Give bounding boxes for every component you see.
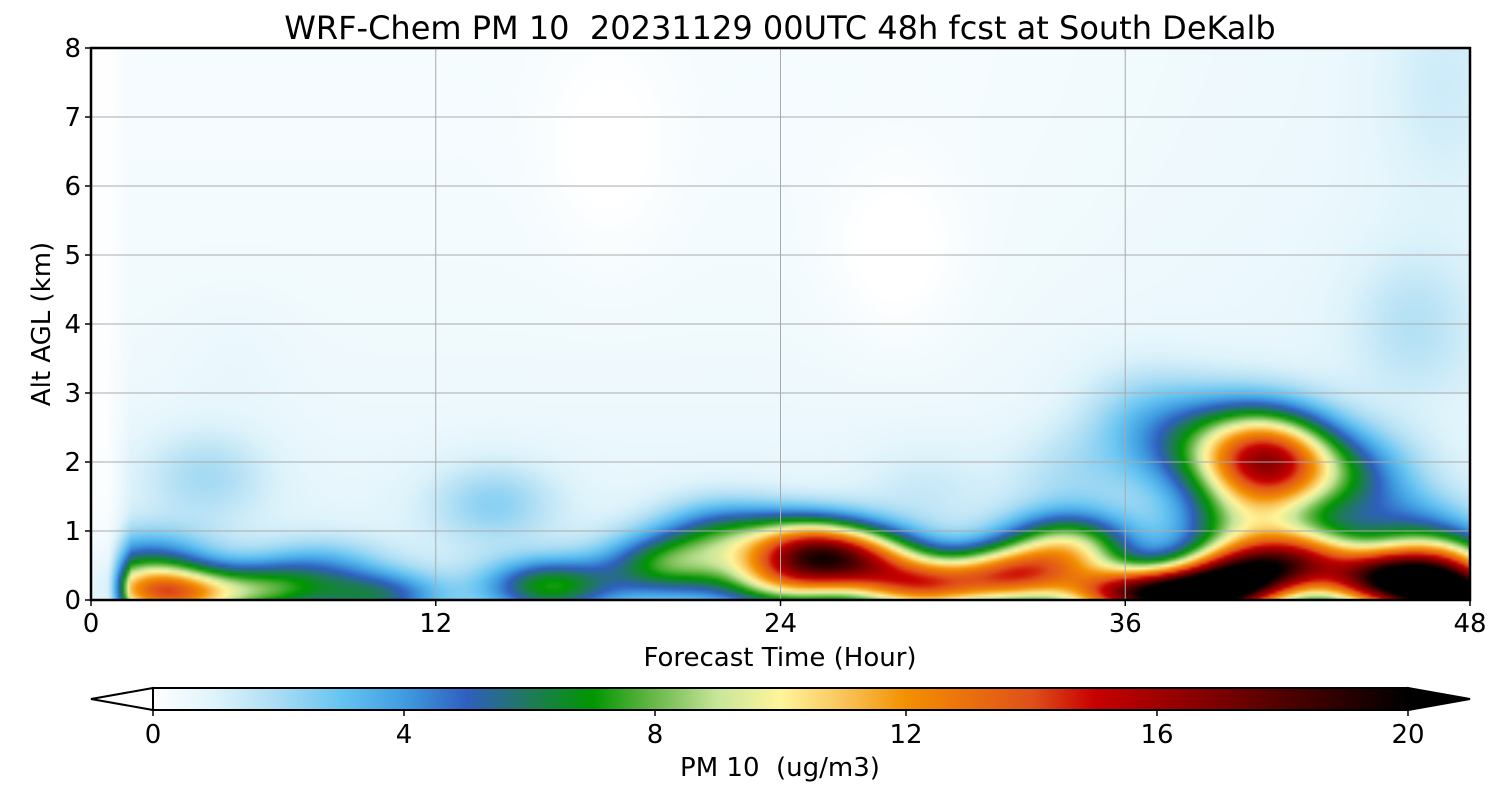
y-tick-label: 8 <box>64 34 81 64</box>
grid-lines <box>91 48 1470 600</box>
colorbar-tick-label: 20 <box>1391 720 1424 750</box>
x-tick-label: 24 <box>764 609 797 639</box>
y-tick-label: 1 <box>64 517 81 547</box>
colorbar-extend-high <box>1407 686 1471 712</box>
y-tick-label: 7 <box>64 103 81 133</box>
colorbar-ticks: 0 4 8 12 16 20 <box>145 710 1425 750</box>
y-axis-label: Alt AGL (km) <box>27 242 57 406</box>
y-tick-label: 3 <box>64 379 81 409</box>
x-tick-label: 12 <box>419 609 452 639</box>
colorbar-tick-label: 12 <box>889 720 922 750</box>
x-tick-label: 36 <box>1109 609 1142 639</box>
colorbar-label: PM 10 (ug/m3) <box>680 753 880 783</box>
y-tick-label: 6 <box>64 172 81 202</box>
colorbar-extend-low <box>90 686 154 712</box>
colorbar-tick-label: 4 <box>396 720 413 750</box>
colorbar-gradient <box>152 687 1409 711</box>
y-tick-label: 0 <box>64 586 81 616</box>
colorbar-tick-label: 0 <box>145 720 162 750</box>
x-tick-label: 0 <box>83 609 100 639</box>
y-tick-label: 5 <box>64 241 81 271</box>
x-tick-label: 48 <box>1453 609 1486 639</box>
y-tick-label: 2 <box>64 448 81 478</box>
colorbar: 0 4 8 12 16 20 PM 10 (ug/m3) <box>90 686 1471 783</box>
x-axis-label: Forecast Time (Hour) <box>643 643 916 673</box>
chart-title: WRF-Chem PM 10 20231129 00UTC 48h fcst a… <box>284 9 1275 47</box>
colorbar-tick-label: 8 <box>647 720 664 750</box>
x-axis-ticks: 0 12 24 36 48 <box>83 600 1487 639</box>
y-axis-ticks: 0 1 2 3 4 5 6 7 8 <box>64 34 91 616</box>
y-tick-label: 4 <box>64 310 81 340</box>
colorbar-tick-label: 16 <box>1140 720 1173 750</box>
